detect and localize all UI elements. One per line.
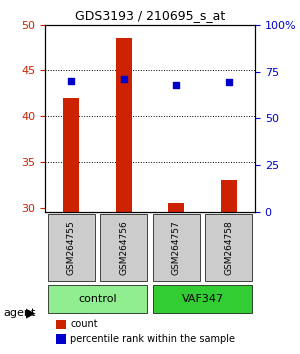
Point: [174, 82, 179, 87]
FancyBboxPatch shape: [153, 213, 200, 281]
Bar: [116, 39, 132, 212]
Text: percentile rank within the sample: percentile rank within the sample: [70, 334, 235, 344]
Point: [121, 76, 126, 82]
Text: GSM264758: GSM264758: [224, 220, 233, 275]
Bar: [221, 180, 237, 212]
Text: agent: agent: [3, 308, 35, 318]
FancyBboxPatch shape: [153, 285, 252, 313]
FancyBboxPatch shape: [205, 213, 252, 281]
Text: control: control: [78, 293, 117, 304]
FancyBboxPatch shape: [100, 213, 147, 281]
Bar: [56, 320, 66, 329]
FancyBboxPatch shape: [48, 213, 95, 281]
Title: GDS3193 / 210695_s_at: GDS3193 / 210695_s_at: [75, 9, 225, 22]
Text: GSM264756: GSM264756: [119, 220, 128, 275]
FancyBboxPatch shape: [48, 285, 147, 313]
Point: [226, 79, 231, 85]
Bar: [56, 334, 66, 344]
Bar: [63, 98, 79, 212]
Text: ▶: ▶: [26, 307, 35, 320]
Text: GSM264755: GSM264755: [67, 220, 76, 275]
Bar: [168, 203, 184, 212]
Text: GSM264757: GSM264757: [172, 220, 181, 275]
Point: [69, 78, 74, 84]
Text: VAF347: VAF347: [182, 293, 224, 304]
Text: count: count: [70, 319, 98, 329]
